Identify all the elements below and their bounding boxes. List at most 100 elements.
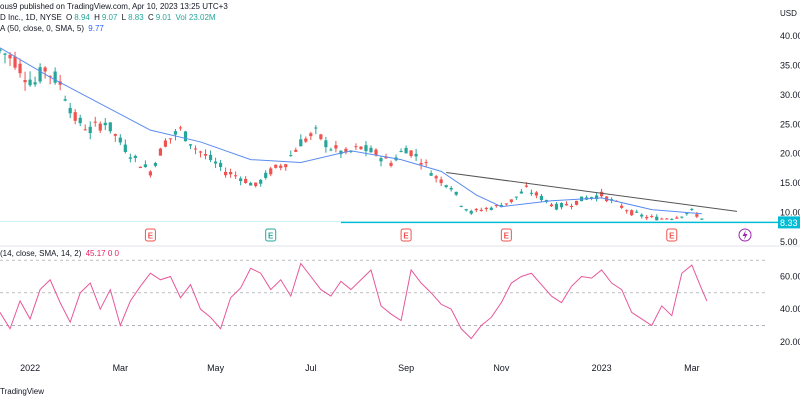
candle-body-112 (559, 203, 564, 208)
candle-body-76 (379, 158, 383, 162)
candle-body-111 (554, 203, 559, 210)
candle-body-59 (294, 149, 298, 152)
candle-body-130 (650, 216, 654, 218)
candle-body-58 (289, 155, 293, 157)
candle-body-11 (53, 71, 57, 83)
candle-body-53 (264, 172, 268, 178)
candle-body-91 (454, 191, 458, 195)
time-tick-label-3: Jul (305, 363, 317, 373)
price-tick-label-4: 20.00 (780, 149, 800, 159)
candle-body-95 (474, 208, 478, 211)
price-tick-label-2: 30.00 (780, 90, 800, 100)
candle-body-44 (218, 162, 223, 168)
candle-body-134 (670, 218, 674, 220)
candle-body-10 (48, 75, 52, 77)
candle-body-19 (93, 121, 97, 123)
symbol-line: D Inc., 1D, NYSE O 8.94 H 9.07 L 8.83 C 9.01… (0, 13, 218, 22)
candle-body-33 (163, 140, 168, 147)
candle-body-54 (269, 168, 273, 175)
candle-body-62 (309, 133, 313, 137)
candle-body-8 (38, 67, 42, 82)
candle-body-92 (459, 205, 463, 207)
volume-value: Vol 23.02M (175, 13, 216, 22)
candle-body-85 (424, 162, 428, 164)
earnings-marker-label-1: E (268, 232, 274, 241)
rsi-legend: (14, close, SMA, 14, 2) 45.17 0 0 (0, 249, 121, 258)
ohlc-l-value: 8.83 (128, 13, 144, 22)
candle-body-43 (213, 161, 218, 164)
candle-body-67 (334, 145, 338, 149)
time-tick-label-6: 2023 (592, 363, 612, 373)
candle-body-82 (409, 150, 413, 157)
time-tick-label-5: Nov (493, 363, 510, 373)
candle-body-41 (203, 153, 208, 156)
candle-body-86 (429, 173, 433, 176)
candle-body-14 (68, 107, 72, 114)
candle-body-68 (339, 150, 343, 155)
ohlc-o-key: O (66, 13, 73, 22)
last-price-tag (778, 216, 800, 229)
ohlc-c-key: C (147, 13, 154, 22)
candle-body-94 (469, 210, 473, 214)
candle-body-23 (113, 134, 117, 136)
footer-brand: TradingView (0, 387, 44, 396)
candle-body-47 (234, 175, 238, 177)
ma-value: 9.77 (88, 24, 104, 33)
candle-body-106 (529, 192, 534, 194)
symbol-name: D Inc., 1D, NYSE (0, 13, 62, 22)
candle-body-31 (153, 162, 158, 166)
candle-body-2 (8, 54, 12, 59)
candle-body-87 (434, 176, 438, 179)
candle-body-61 (304, 138, 308, 142)
candle-body-5 (23, 80, 27, 83)
candle-body-118 (589, 197, 594, 199)
time-tick-label-7: Mar (684, 363, 700, 373)
candle-body-109 (544, 199, 549, 202)
candle-body-29 (143, 164, 147, 168)
candle-body-3 (13, 56, 17, 68)
rsi-tick-label-0: 60.00 (780, 272, 800, 282)
candle-body-9 (43, 67, 47, 72)
candle-body-49 (244, 178, 248, 184)
candle-body-27 (133, 155, 137, 158)
currency-label: USD (780, 9, 797, 18)
candle-body-40 (198, 151, 203, 153)
candle-body-25 (123, 144, 127, 152)
candle-body-17 (83, 129, 87, 131)
candle-body-24 (118, 137, 122, 143)
earnings-marker-0 (144, 228, 156, 242)
earnings-marker-label-3: E (504, 232, 510, 241)
candle-body-1 (3, 53, 7, 55)
candle-body-28 (138, 166, 142, 169)
ma-line (0, 47, 702, 215)
earnings-marker-label-2: E (403, 232, 409, 241)
candle-body-81 (404, 147, 408, 154)
candle-body-36 (178, 127, 183, 129)
candle-body-99 (494, 205, 498, 207)
candle-body-18 (88, 126, 92, 134)
rsi-tick-label-1: 40.00 (780, 304, 800, 314)
candle-body-75 (374, 149, 378, 156)
candle-body-57 (284, 164, 288, 168)
candle-body-35 (173, 131, 178, 135)
earnings-marker-label-4: E (669, 232, 675, 241)
earnings-marker-2 (400, 228, 412, 242)
candle-body-51 (254, 182, 258, 186)
candle-body-37 (183, 131, 188, 142)
ohlc-o-value: 8.94 (74, 13, 90, 22)
candle-body-88 (439, 179, 443, 184)
candle-body-101 (504, 203, 508, 205)
last-price-label: 8.33 (780, 218, 798, 228)
candle-body-103 (514, 196, 518, 198)
candle-body-131 (655, 216, 659, 221)
candle-body-96 (479, 209, 483, 212)
candle-body-55 (274, 164, 278, 168)
candle-body-83 (414, 153, 418, 157)
candle-body-26 (128, 157, 132, 159)
candle-body-124 (620, 205, 624, 208)
lightning-bolt-shape (742, 230, 748, 240)
candle-body-114 (569, 205, 574, 207)
candle-body-32 (158, 148, 163, 156)
candle-body-137 (685, 213, 689, 215)
